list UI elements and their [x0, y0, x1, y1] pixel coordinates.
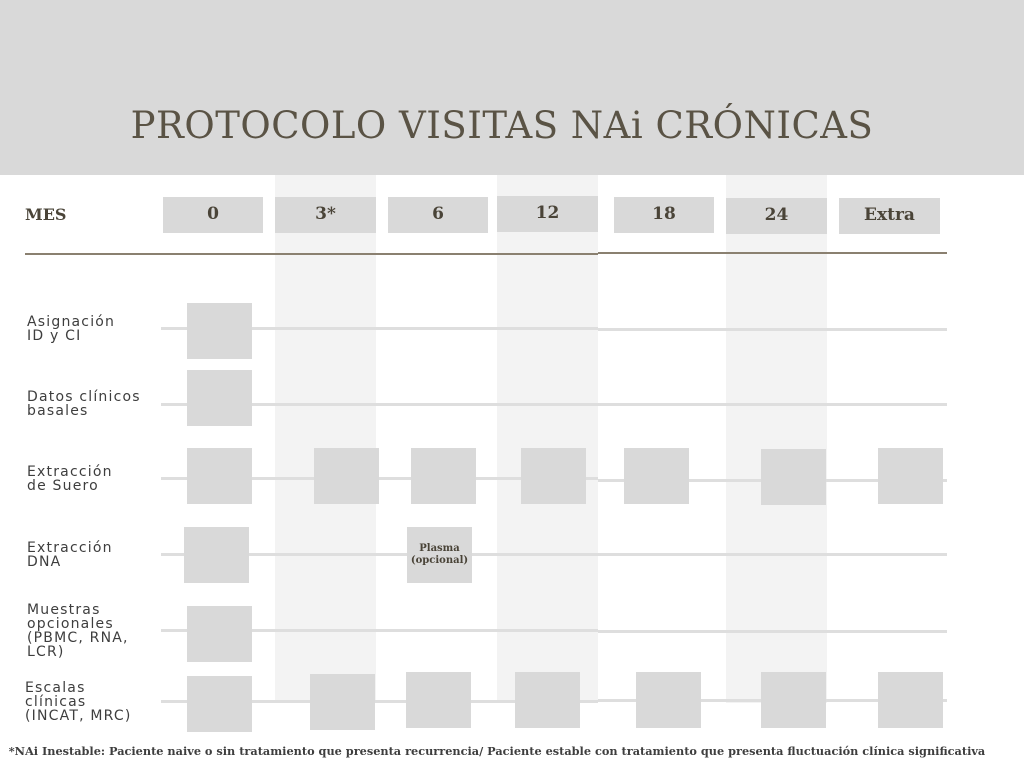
visit-box	[636, 672, 701, 728]
plasma-optional-box: Plasma (opcional)	[407, 527, 472, 583]
visit-box	[187, 370, 252, 426]
visit-box	[761, 672, 826, 728]
row-label-extraccion-dna: Extracción DNA	[27, 540, 113, 570]
row-label-datos-clinicos: Datos clínicos basales	[27, 389, 141, 419]
visit-box	[314, 448, 379, 504]
row-line	[161, 477, 598, 480]
visit-box	[184, 527, 249, 583]
footnote: *NAi Inestable: Paciente naive o sin tra…	[8, 744, 986, 758]
column-stripe-24	[726, 175, 827, 703]
column-stripe-3	[275, 175, 376, 703]
month-cell-extra: Extra	[839, 198, 940, 234]
header-separator	[598, 252, 947, 254]
month-cell-3: 3*	[275, 197, 376, 233]
visit-box	[521, 448, 586, 504]
row-line	[598, 553, 947, 556]
row-line	[598, 328, 947, 331]
row-line	[161, 700, 598, 703]
plasma-note-line: (opcional)	[410, 555, 469, 566]
title-banner	[0, 0, 1024, 175]
visit-box	[187, 303, 252, 359]
visit-box	[761, 449, 826, 505]
row-label-extraccion-suero: Extracción de Suero	[27, 464, 113, 494]
visit-box	[187, 448, 252, 504]
header-separator	[25, 253, 598, 255]
month-cell-24: 24	[726, 198, 827, 234]
row-line	[161, 403, 598, 406]
visit-box	[406, 672, 471, 728]
visit-box	[187, 606, 252, 662]
month-cell-6: 6	[388, 197, 488, 233]
visit-box	[515, 672, 580, 728]
visit-box	[624, 448, 689, 504]
row-label-asignacion: Asignación ID y CI	[27, 314, 116, 344]
row-line	[161, 327, 598, 330]
row-label-muestras-opcionales: Muestras opcionales (PBMC, RNA, LCR)	[27, 602, 129, 660]
month-cell-0: 0	[163, 197, 263, 233]
month-cell-12: 12	[497, 196, 598, 232]
visit-box	[187, 676, 252, 732]
row-line	[161, 629, 598, 632]
visit-box	[878, 672, 943, 728]
page-title: PROTOCOLO VISITAS NAi CRÓNICAS	[130, 104, 874, 147]
month-cell-18: 18	[614, 197, 714, 233]
column-stripe-12	[497, 175, 598, 703]
month-header-label: MES	[25, 205, 67, 224]
visit-box	[310, 674, 375, 730]
visit-box	[411, 448, 476, 504]
visit-box	[878, 448, 943, 504]
row-label-escalas-clinicas: Escalas clínicas (INCAT, MRC)	[25, 680, 132, 724]
plasma-note-line: Plasma	[419, 543, 460, 554]
row-line	[598, 403, 947, 406]
row-line	[598, 630, 947, 633]
row-line	[161, 553, 598, 556]
